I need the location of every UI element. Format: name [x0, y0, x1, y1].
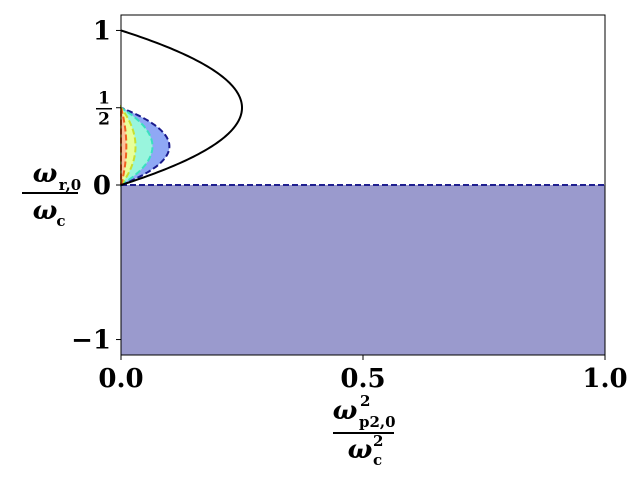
y-tick-label-1: 0 — [93, 171, 111, 201]
y-tick-label-den-2: 2 — [98, 110, 110, 130]
xlabel-denominator-sub: c — [373, 451, 382, 469]
ylabel-denominator-sub: c — [56, 212, 65, 230]
nested-region-4 — [120, 107, 128, 186]
ylabel-numerator: ω — [33, 159, 58, 189]
xlabel-numerator-sup: 2 — [360, 392, 370, 410]
xlabel-numerator-sub: p2,0 — [359, 413, 396, 431]
lower-region — [121, 185, 605, 355]
y-axis-label: ω r,0 ω c — [22, 159, 81, 230]
boundary-curve — [120, 29, 244, 186]
ylabel-numerator-sub: r,0 — [59, 176, 81, 194]
x-tick-label-1: 0.5 — [340, 364, 385, 394]
xlabel-denominator-sup: 2 — [373, 432, 383, 450]
x-tick-label-0: 0.0 — [98, 364, 143, 394]
y-tick-label-3: 1 — [93, 16, 111, 46]
chart-regions — [120, 29, 605, 355]
y-tick-label-0: −1 — [71, 326, 111, 356]
xlabel-numerator: ω — [333, 396, 358, 426]
y-tick-label-num-2: 1 — [98, 89, 110, 109]
x-axis-label: ω 2 p2,0 ω 2 c — [333, 392, 396, 469]
xlabel-denominator: ω — [348, 435, 373, 465]
x-tick-label-2: 1.0 — [582, 364, 627, 394]
ylabel-denominator: ω — [33, 196, 58, 226]
